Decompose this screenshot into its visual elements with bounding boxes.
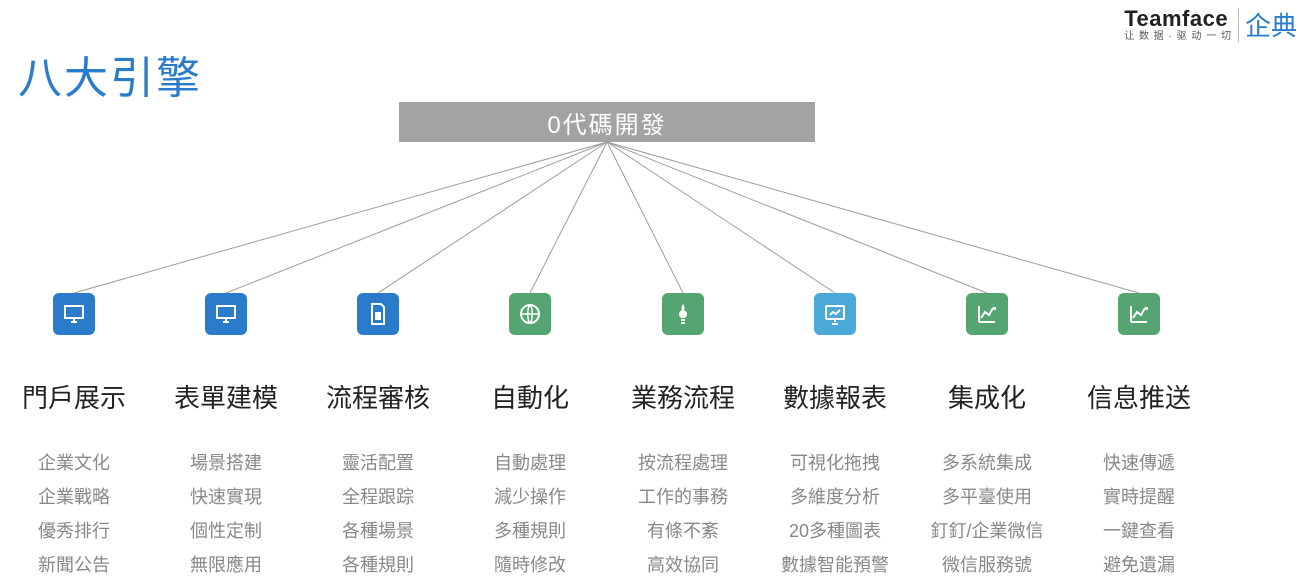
logo-left: Teamface 让 数 据 · 驱 动 一 切 xyxy=(1124,8,1232,42)
column-item: 快速傳遞 xyxy=(1103,450,1175,478)
column-item: 實時提醒 xyxy=(1103,484,1175,512)
globe-icon xyxy=(509,293,551,335)
column-items: 可視化拖拽多維度分析 20多種圖表數據智能預警 xyxy=(781,450,889,580)
column-item: 數據智能預警 xyxy=(781,552,889,580)
column-item: 隨時修改 xyxy=(494,552,566,580)
column-item: 全程跟踪 xyxy=(342,484,414,512)
bulb-icon xyxy=(662,293,704,335)
column-item: 多平臺使用 xyxy=(942,484,1032,512)
column-item: 自動處理 xyxy=(494,450,566,478)
column-item: 各種規則 xyxy=(342,552,414,580)
page-title: 八大引擎 xyxy=(18,42,202,106)
column-item: 按流程處理 xyxy=(638,450,728,478)
root-node: 0代碼開發 xyxy=(399,102,815,142)
column-items: 自動處理減少操作多種規則隨時修改 xyxy=(494,450,566,580)
column-item: 工作的事務 xyxy=(638,484,728,512)
column-items: 場景搭建快速實現個性定制無限應用 xyxy=(190,450,262,580)
column-item: 企業戰略 xyxy=(38,484,110,512)
column-item: 多種規則 xyxy=(494,518,566,546)
column-title: 數據報表 xyxy=(783,378,887,415)
logo: Teamface 让 数 据 · 驱 动 一 切 企典 xyxy=(1124,6,1297,43)
column-title: 集成化 xyxy=(948,378,1026,415)
column-items: 按流程處理工作的事務有條不紊高效協同 xyxy=(638,450,728,580)
column-item: 高效協同 xyxy=(647,552,719,580)
logo-right: 企典 xyxy=(1245,6,1297,43)
column-title: 信息推送 xyxy=(1087,378,1191,415)
column-item: 企業文化 xyxy=(38,450,110,478)
column-item: 無限應用 xyxy=(190,552,262,580)
column-items: 靈活配置全程跟踪各種場景各種規則 xyxy=(342,450,414,580)
column-items: 快速傳遞實時提醒一鍵查看避免遺漏 xyxy=(1103,450,1175,580)
column-item: 靈活配置 xyxy=(342,450,414,478)
presentation-icon xyxy=(814,293,856,335)
column-item: 多系統集成 xyxy=(942,450,1032,478)
column-item: 多維度分析 xyxy=(790,484,880,512)
column-item: 快速實現 xyxy=(190,484,262,512)
column-item: 一鍵查看 xyxy=(1103,518,1175,546)
logo-brand: Teamface xyxy=(1124,8,1228,30)
logo-divider xyxy=(1238,8,1239,42)
logo-tagline: 让 数 据 · 驱 动 一 切 xyxy=(1124,32,1232,42)
column-item: 各種場景 xyxy=(342,518,414,546)
column-item: 可視化拖拽 xyxy=(790,450,880,478)
column-title: 業務流程 xyxy=(631,378,735,415)
column-item: 微信服務號 xyxy=(942,552,1032,580)
column-item: 有條不紊 xyxy=(647,518,719,546)
column-items: 企業文化企業戰略優秀排行新聞公告 xyxy=(38,450,110,580)
column-title: 流程審核 xyxy=(326,378,430,415)
column-title: 表單建模 xyxy=(174,378,278,415)
column-item: 20多種圖表 xyxy=(789,518,881,546)
column-item: 場景搭建 xyxy=(190,450,262,478)
sim-icon xyxy=(357,293,399,335)
monitor-icon xyxy=(53,293,95,335)
monitor-icon xyxy=(205,293,247,335)
column-items: 多系統集成多平臺使用釘釘/企業微信微信服務號 xyxy=(930,450,1043,580)
linechart-icon xyxy=(1118,293,1160,335)
column-title: 自動化 xyxy=(491,378,569,415)
linechart-icon xyxy=(966,293,1008,335)
column-item: 避免遺漏 xyxy=(1103,552,1175,580)
column-item: 釘釘/企業微信 xyxy=(930,518,1043,546)
column-title: 門戶展示 xyxy=(22,378,126,415)
column-item: 優秀排行 xyxy=(38,518,110,546)
column-item: 減少操作 xyxy=(494,484,566,512)
column-item: 新聞公告 xyxy=(38,552,110,580)
column-item: 個性定制 xyxy=(190,518,262,546)
